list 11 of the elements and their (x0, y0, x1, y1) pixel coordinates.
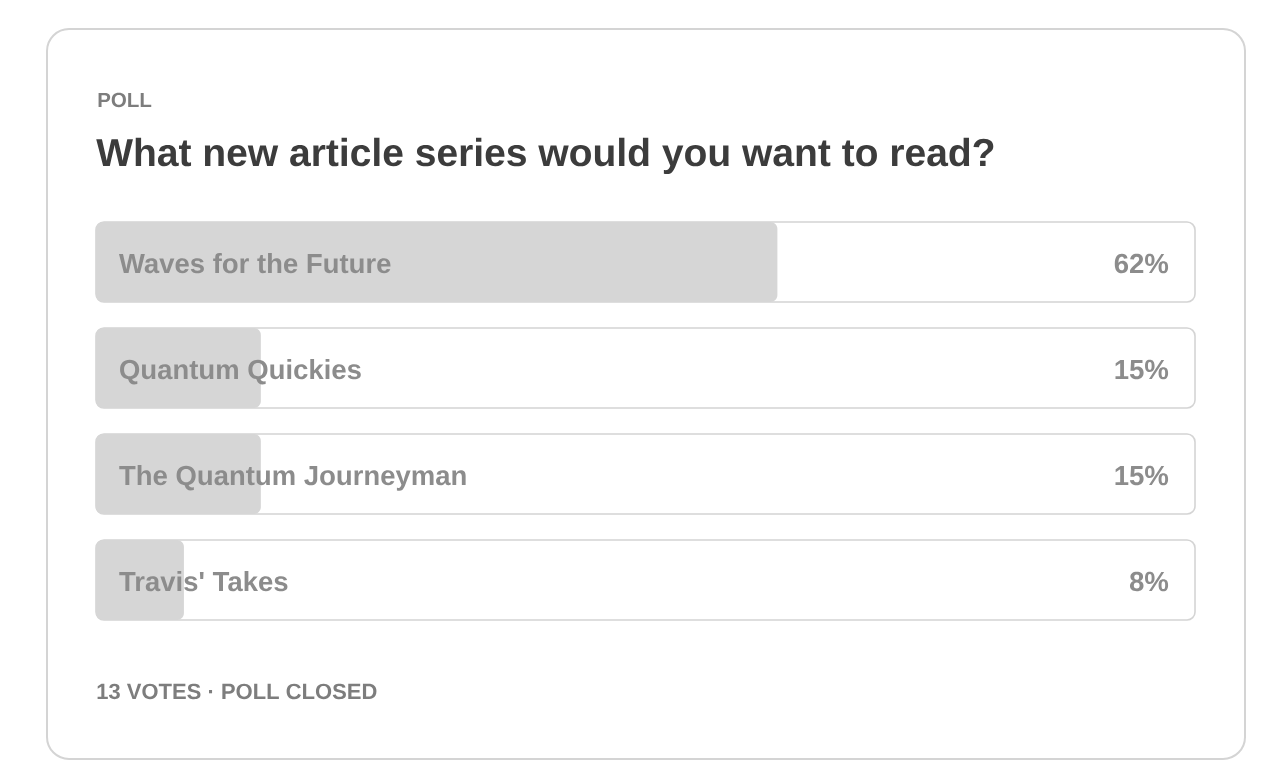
chart-subtitle: POLL (98, 92, 152, 108)
y-tick-label: The Quantum Journeyman (119, 465, 466, 491)
y-tick-label: Travis' Takes (119, 571, 288, 592)
data-label: 15% (1115, 359, 1169, 380)
data-label: 62% (1114, 253, 1169, 274)
text: 13 VOTES · POLL CLOSED (97, 683, 377, 700)
y-tick-label: Waves for the Future (118, 253, 391, 274)
data-label: 8% (1129, 571, 1169, 592)
chart-title: What new article series would you want to read? (96, 137, 994, 175)
data-label: 15% (1115, 465, 1169, 486)
y-tick-label: Quantum Quickies (120, 359, 361, 385)
